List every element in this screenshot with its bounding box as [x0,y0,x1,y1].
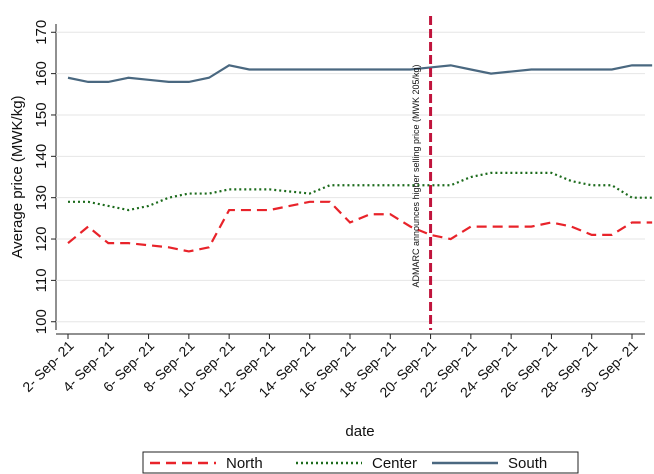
legend-label: Center [372,455,417,472]
y-tick-label: 160 [33,61,50,86]
series-line [67,200,653,253]
legend-label: South [508,455,547,472]
y-tick-label: 100 [33,309,50,334]
legend-label: North [226,455,263,472]
y-tick-label: 140 [33,144,50,169]
y-axis-title: Average price (MWK/kg) [9,95,26,258]
y-tick-label: 130 [33,185,50,210]
y-tick-label: 120 [33,227,50,252]
y-tick-label: 150 [33,102,50,127]
legend-box [142,451,579,474]
annotation-label: ADMARC announces higher selling price (M… [411,64,421,287]
y-tick-label: 170 [33,20,50,45]
series-line [68,171,653,212]
x-axis-title: date [345,423,374,440]
series-line [67,64,653,83]
y-tick-label: 110 [33,268,50,292]
